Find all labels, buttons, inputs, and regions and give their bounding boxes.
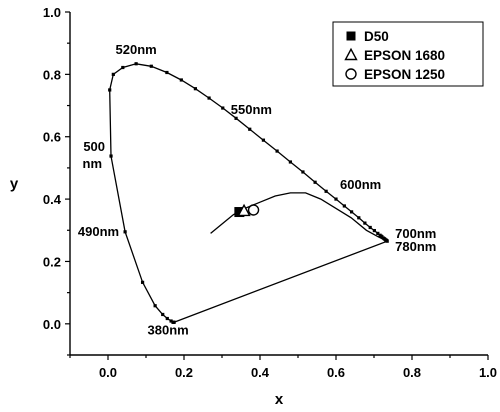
d50-marker (234, 207, 245, 218)
y-tick-label: 1.0 (43, 5, 61, 20)
spectral-locus-point (368, 225, 372, 230)
epson-1680-marker (237, 203, 251, 217)
y-axis-title: y (10, 176, 19, 193)
x-tick-label: 0.8 (403, 365, 421, 380)
spectral-locus-point (275, 149, 279, 153)
x-tick-label: 0.2 (175, 365, 193, 380)
spectral-locus-point (376, 231, 380, 235)
spectral-locus-point (108, 88, 112, 92)
spectral-locus-point (234, 116, 238, 120)
spectral-locus-point (193, 87, 197, 91)
legend-d50-marker (346, 31, 356, 41)
spectral-locus-point (149, 64, 153, 68)
legend-label: EPSON 1250 (364, 67, 445, 82)
spectral-locus-point (111, 72, 115, 76)
y-tick-label: 0.4 (43, 192, 62, 207)
spectral-locus-point (313, 180, 317, 184)
spectral-locus-point (324, 189, 328, 193)
spectral-locus-point (349, 210, 354, 214)
spectral-locus-point (161, 312, 165, 317)
x-tick-label: 1.0 (479, 365, 497, 380)
wavelength-label: 780nm (395, 239, 436, 254)
spectral-locus-point (165, 316, 169, 321)
legend-epson-1680-marker (344, 47, 358, 61)
x-axis-title: x (275, 391, 284, 408)
spectral-locus-point (134, 62, 138, 66)
x-tick-label: 0.6 (327, 365, 345, 380)
spectral-locus-point (248, 127, 252, 131)
wavelength-label: nm (83, 156, 103, 171)
spectral-locus-point (221, 106, 225, 110)
spectral-locus-point (342, 204, 346, 208)
epson-1250-marker (247, 204, 260, 216)
y-tick-label: 0.8 (43, 67, 61, 82)
x-tick-label: 0.4 (251, 365, 270, 380)
legend: D50 EPSON 1680 EPSON 1250 (332, 21, 484, 87)
y-tick-label: 0.6 (43, 130, 61, 145)
wavelength-label: 490nm (78, 224, 119, 239)
spectral-locus-point (301, 170, 305, 174)
spectral-locus-point (171, 320, 175, 324)
wavelength-label: 380nm (148, 322, 189, 337)
wavelength-label: 520nm (116, 42, 157, 57)
spectral-locus-point (179, 78, 183, 82)
wavelength-label: 700nm (395, 226, 436, 241)
spectral-locus-point (121, 65, 125, 70)
y-tick-label: 0.2 (43, 254, 61, 269)
legend-box (332, 21, 484, 87)
spectral-locus-point (207, 96, 211, 100)
wavelength-label: 600nm (340, 177, 381, 192)
wavelength-label: 500 (83, 139, 105, 154)
spectral-locus-point (140, 280, 145, 284)
line-of-purples (173, 240, 388, 323)
legend-label: EPSON 1680 (364, 48, 445, 63)
y-tick-label: 0.0 (43, 317, 61, 332)
spectral-locus-point (288, 160, 292, 164)
spectral-locus-point (372, 228, 376, 233)
legend-label: D50 (364, 29, 389, 44)
spectral-locus-point (261, 138, 266, 142)
data-markers (234, 203, 260, 218)
spectral-locus-point (123, 230, 127, 234)
spectral-locus-point (363, 221, 367, 225)
spectral-locus-point (165, 70, 169, 75)
spectral-locus-point (357, 216, 361, 220)
spectral-locus-point (169, 319, 173, 323)
spectral-locus-point (153, 304, 157, 308)
x-tick-label: 0.0 (99, 365, 117, 380)
spectral-locus-point (334, 197, 338, 201)
legend-epson-1250-marker (345, 68, 357, 80)
axes: 0.0 0.2 0.4 0.6 0.8 1.0 0.0 0.2 0.4 0.6 0.8 1.0 x y (10, 5, 497, 408)
wavelength-label: 550nm (231, 102, 272, 117)
spectral-locus-point (109, 154, 113, 158)
